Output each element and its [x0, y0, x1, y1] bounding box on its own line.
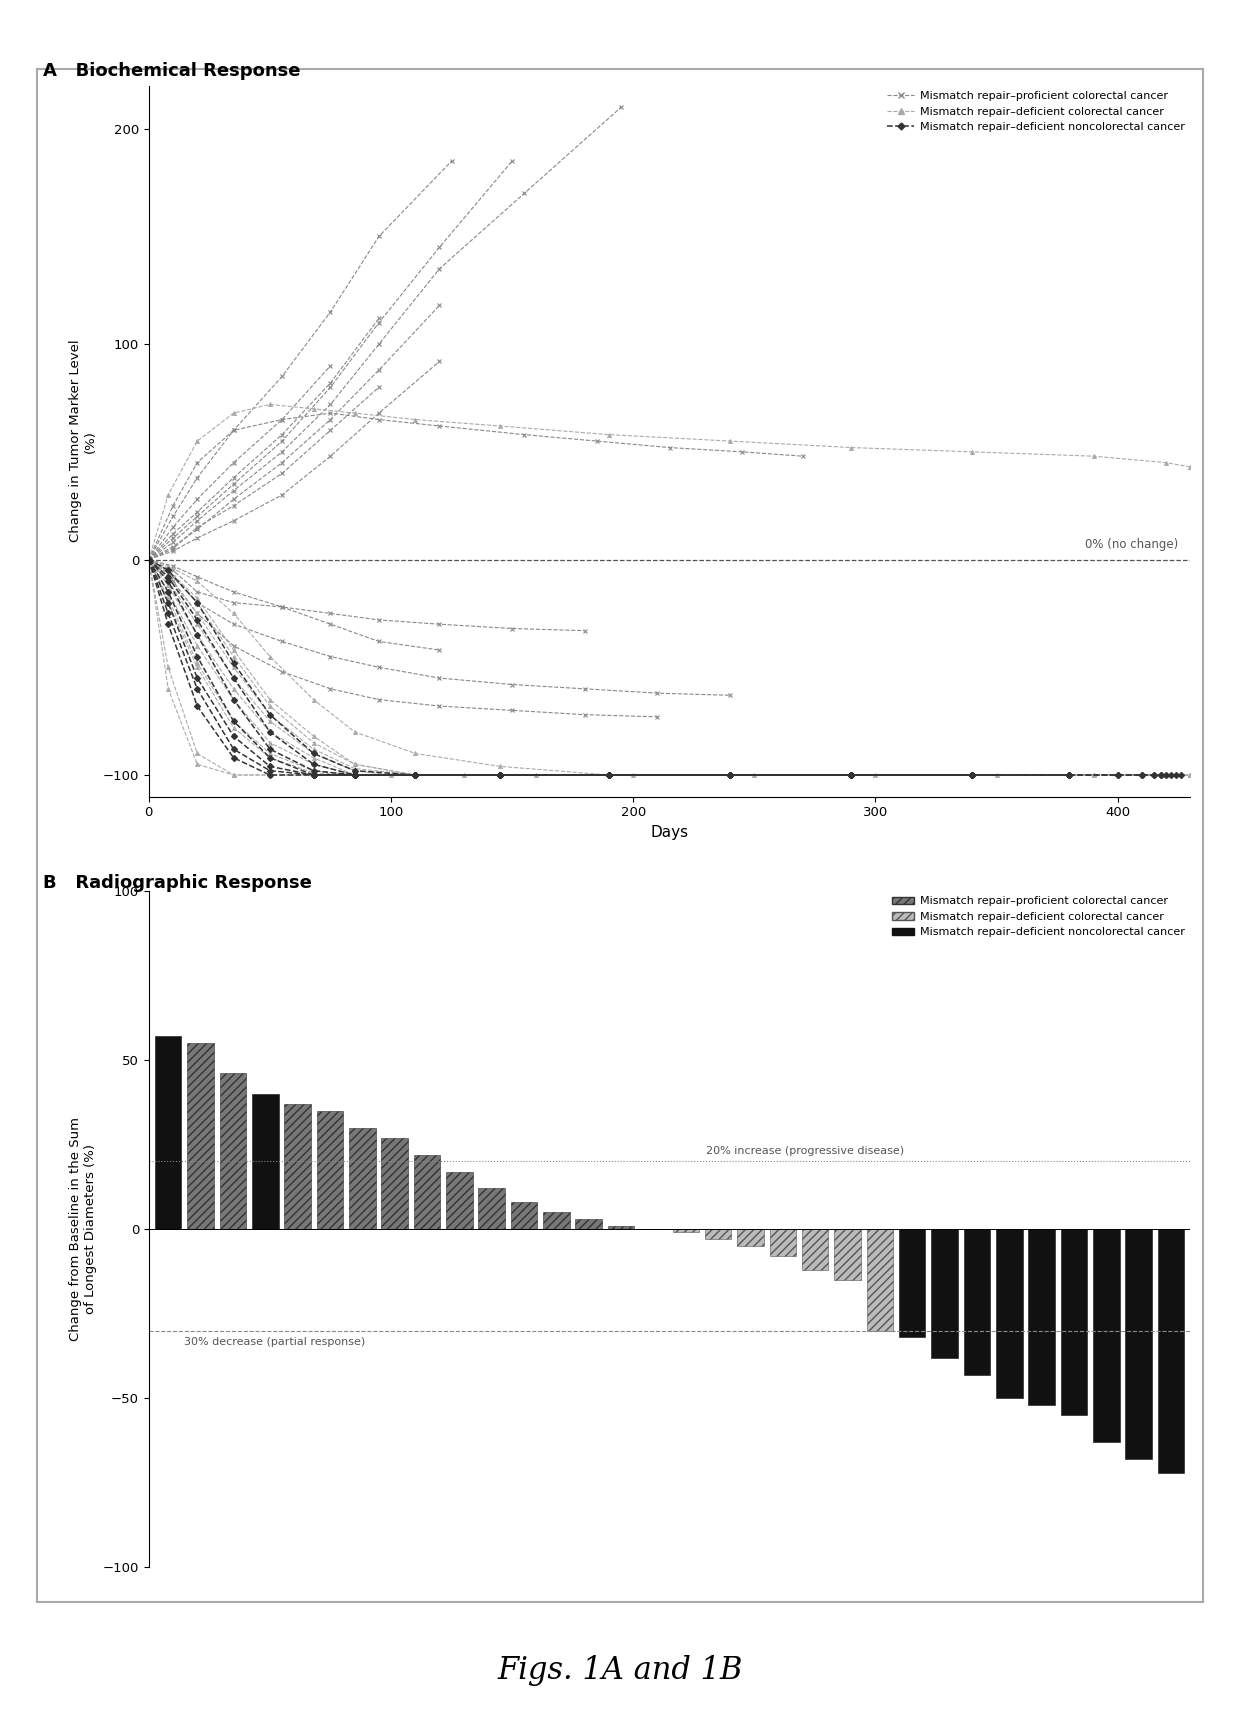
Bar — [1060, 1230, 1087, 1415]
X-axis label: Days: Days — [651, 826, 688, 839]
Bar — [479, 1189, 505, 1230]
Bar — [414, 1155, 440, 1230]
Bar — [348, 1127, 376, 1230]
Bar — [704, 1230, 732, 1238]
Bar — [608, 1227, 635, 1230]
Bar — [187, 1043, 213, 1230]
Bar — [219, 1074, 247, 1230]
Bar — [252, 1095, 279, 1230]
Bar — [867, 1230, 893, 1331]
Bar — [155, 1036, 181, 1230]
Text: 0% (no change): 0% (no change) — [1085, 538, 1178, 552]
Bar — [1092, 1230, 1120, 1442]
Bar — [963, 1230, 991, 1374]
Y-axis label: Change from Baseline in the Sum
of Longest Diameters (%): Change from Baseline in the Sum of Longe… — [69, 1117, 97, 1341]
Bar — [284, 1103, 311, 1230]
Text: Figs. 1A and 1B: Figs. 1A and 1B — [497, 1655, 743, 1686]
Bar — [37, 69, 1203, 1602]
Y-axis label: Change in Tumor Marker Level
(%): Change in Tumor Marker Level (%) — [69, 339, 97, 543]
Bar — [1126, 1230, 1152, 1459]
Legend: Mismatch repair–proficient colorectal cancer, Mismatch repair–deficient colorect: Mismatch repair–proficient colorectal ca… — [887, 91, 1185, 132]
Bar — [1028, 1230, 1055, 1405]
Bar — [835, 1230, 861, 1280]
Bar — [511, 1203, 537, 1230]
Bar — [446, 1172, 472, 1230]
Bar — [1158, 1230, 1184, 1473]
Bar — [543, 1213, 569, 1230]
Bar — [738, 1230, 764, 1245]
Bar — [802, 1230, 828, 1269]
Bar — [996, 1230, 1023, 1398]
Text: B   Radiographic Response: B Radiographic Response — [43, 874, 312, 892]
Bar — [382, 1137, 408, 1230]
Text: 30% decrease (partial response): 30% decrease (partial response) — [185, 1338, 366, 1348]
Bar — [770, 1230, 796, 1256]
Bar — [931, 1230, 957, 1358]
Text: 20% increase (progressive disease): 20% increase (progressive disease) — [707, 1146, 905, 1156]
Bar — [575, 1220, 601, 1230]
Bar — [672, 1230, 699, 1232]
Bar — [316, 1110, 343, 1230]
Text: A   Biochemical Response: A Biochemical Response — [43, 62, 301, 81]
Bar — [899, 1230, 925, 1338]
Legend: Mismatch repair–proficient colorectal cancer, Mismatch repair–deficient colorect: Mismatch repair–proficient colorectal ca… — [893, 896, 1185, 937]
